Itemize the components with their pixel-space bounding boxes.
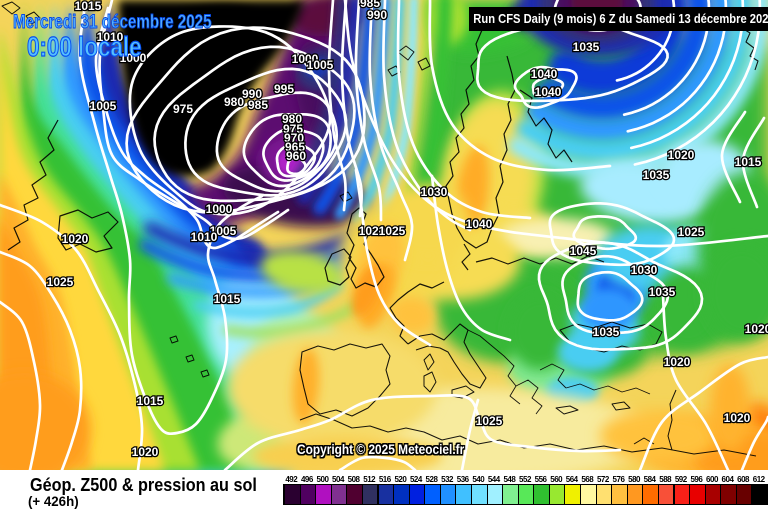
- svg-text:1025: 1025: [379, 224, 406, 238]
- svg-text:1035: 1035: [593, 325, 620, 339]
- svg-text:960: 960: [286, 149, 306, 163]
- svg-text:1000: 1000: [120, 51, 147, 65]
- svg-text:980: 980: [282, 112, 302, 126]
- svg-text:1025: 1025: [678, 225, 705, 239]
- svg-text:965: 965: [285, 140, 305, 154]
- svg-text:1020: 1020: [668, 148, 695, 162]
- svg-text:995: 995: [274, 82, 294, 96]
- svg-text:1020: 1020: [359, 224, 386, 238]
- svg-text:1030: 1030: [631, 263, 658, 277]
- svg-text:1015: 1015: [75, 0, 102, 13]
- svg-text:1025: 1025: [47, 275, 74, 289]
- svg-text:985: 985: [248, 98, 268, 112]
- svg-text:1000: 1000: [206, 202, 233, 216]
- svg-text:980: 980: [224, 95, 244, 109]
- svg-text:990: 990: [242, 87, 262, 101]
- svg-text:1000: 1000: [292, 52, 319, 66]
- svg-text:985: 985: [360, 0, 380, 10]
- svg-text:1020: 1020: [724, 411, 751, 425]
- svg-text:975: 975: [173, 102, 193, 116]
- svg-text:1020: 1020: [664, 355, 691, 369]
- svg-text:1015: 1015: [735, 155, 762, 169]
- svg-text:1040: 1040: [466, 217, 493, 231]
- svg-text:1005: 1005: [210, 224, 237, 238]
- svg-text:1020: 1020: [132, 445, 159, 459]
- svg-text:1005: 1005: [307, 58, 334, 72]
- svg-text:1045: 1045: [570, 244, 597, 258]
- svg-text:1010: 1010: [97, 30, 124, 44]
- svg-text:1015: 1015: [137, 394, 164, 408]
- svg-text:1040: 1040: [531, 67, 558, 81]
- svg-text:1020: 1020: [745, 322, 768, 336]
- svg-text:1035: 1035: [573, 40, 600, 54]
- svg-text:1015: 1015: [214, 292, 241, 306]
- svg-text:1035: 1035: [649, 285, 676, 299]
- svg-text:1005: 1005: [90, 99, 117, 113]
- svg-text:1025: 1025: [476, 414, 503, 428]
- svg-text:1040: 1040: [535, 85, 562, 99]
- svg-text:990: 990: [367, 8, 387, 22]
- svg-text:970: 970: [284, 131, 304, 145]
- svg-text:1020: 1020: [62, 232, 89, 246]
- svg-text:1010: 1010: [191, 230, 218, 244]
- svg-text:1035: 1035: [643, 168, 670, 182]
- svg-text:1030: 1030: [421, 185, 448, 199]
- svg-text:975: 975: [283, 122, 303, 136]
